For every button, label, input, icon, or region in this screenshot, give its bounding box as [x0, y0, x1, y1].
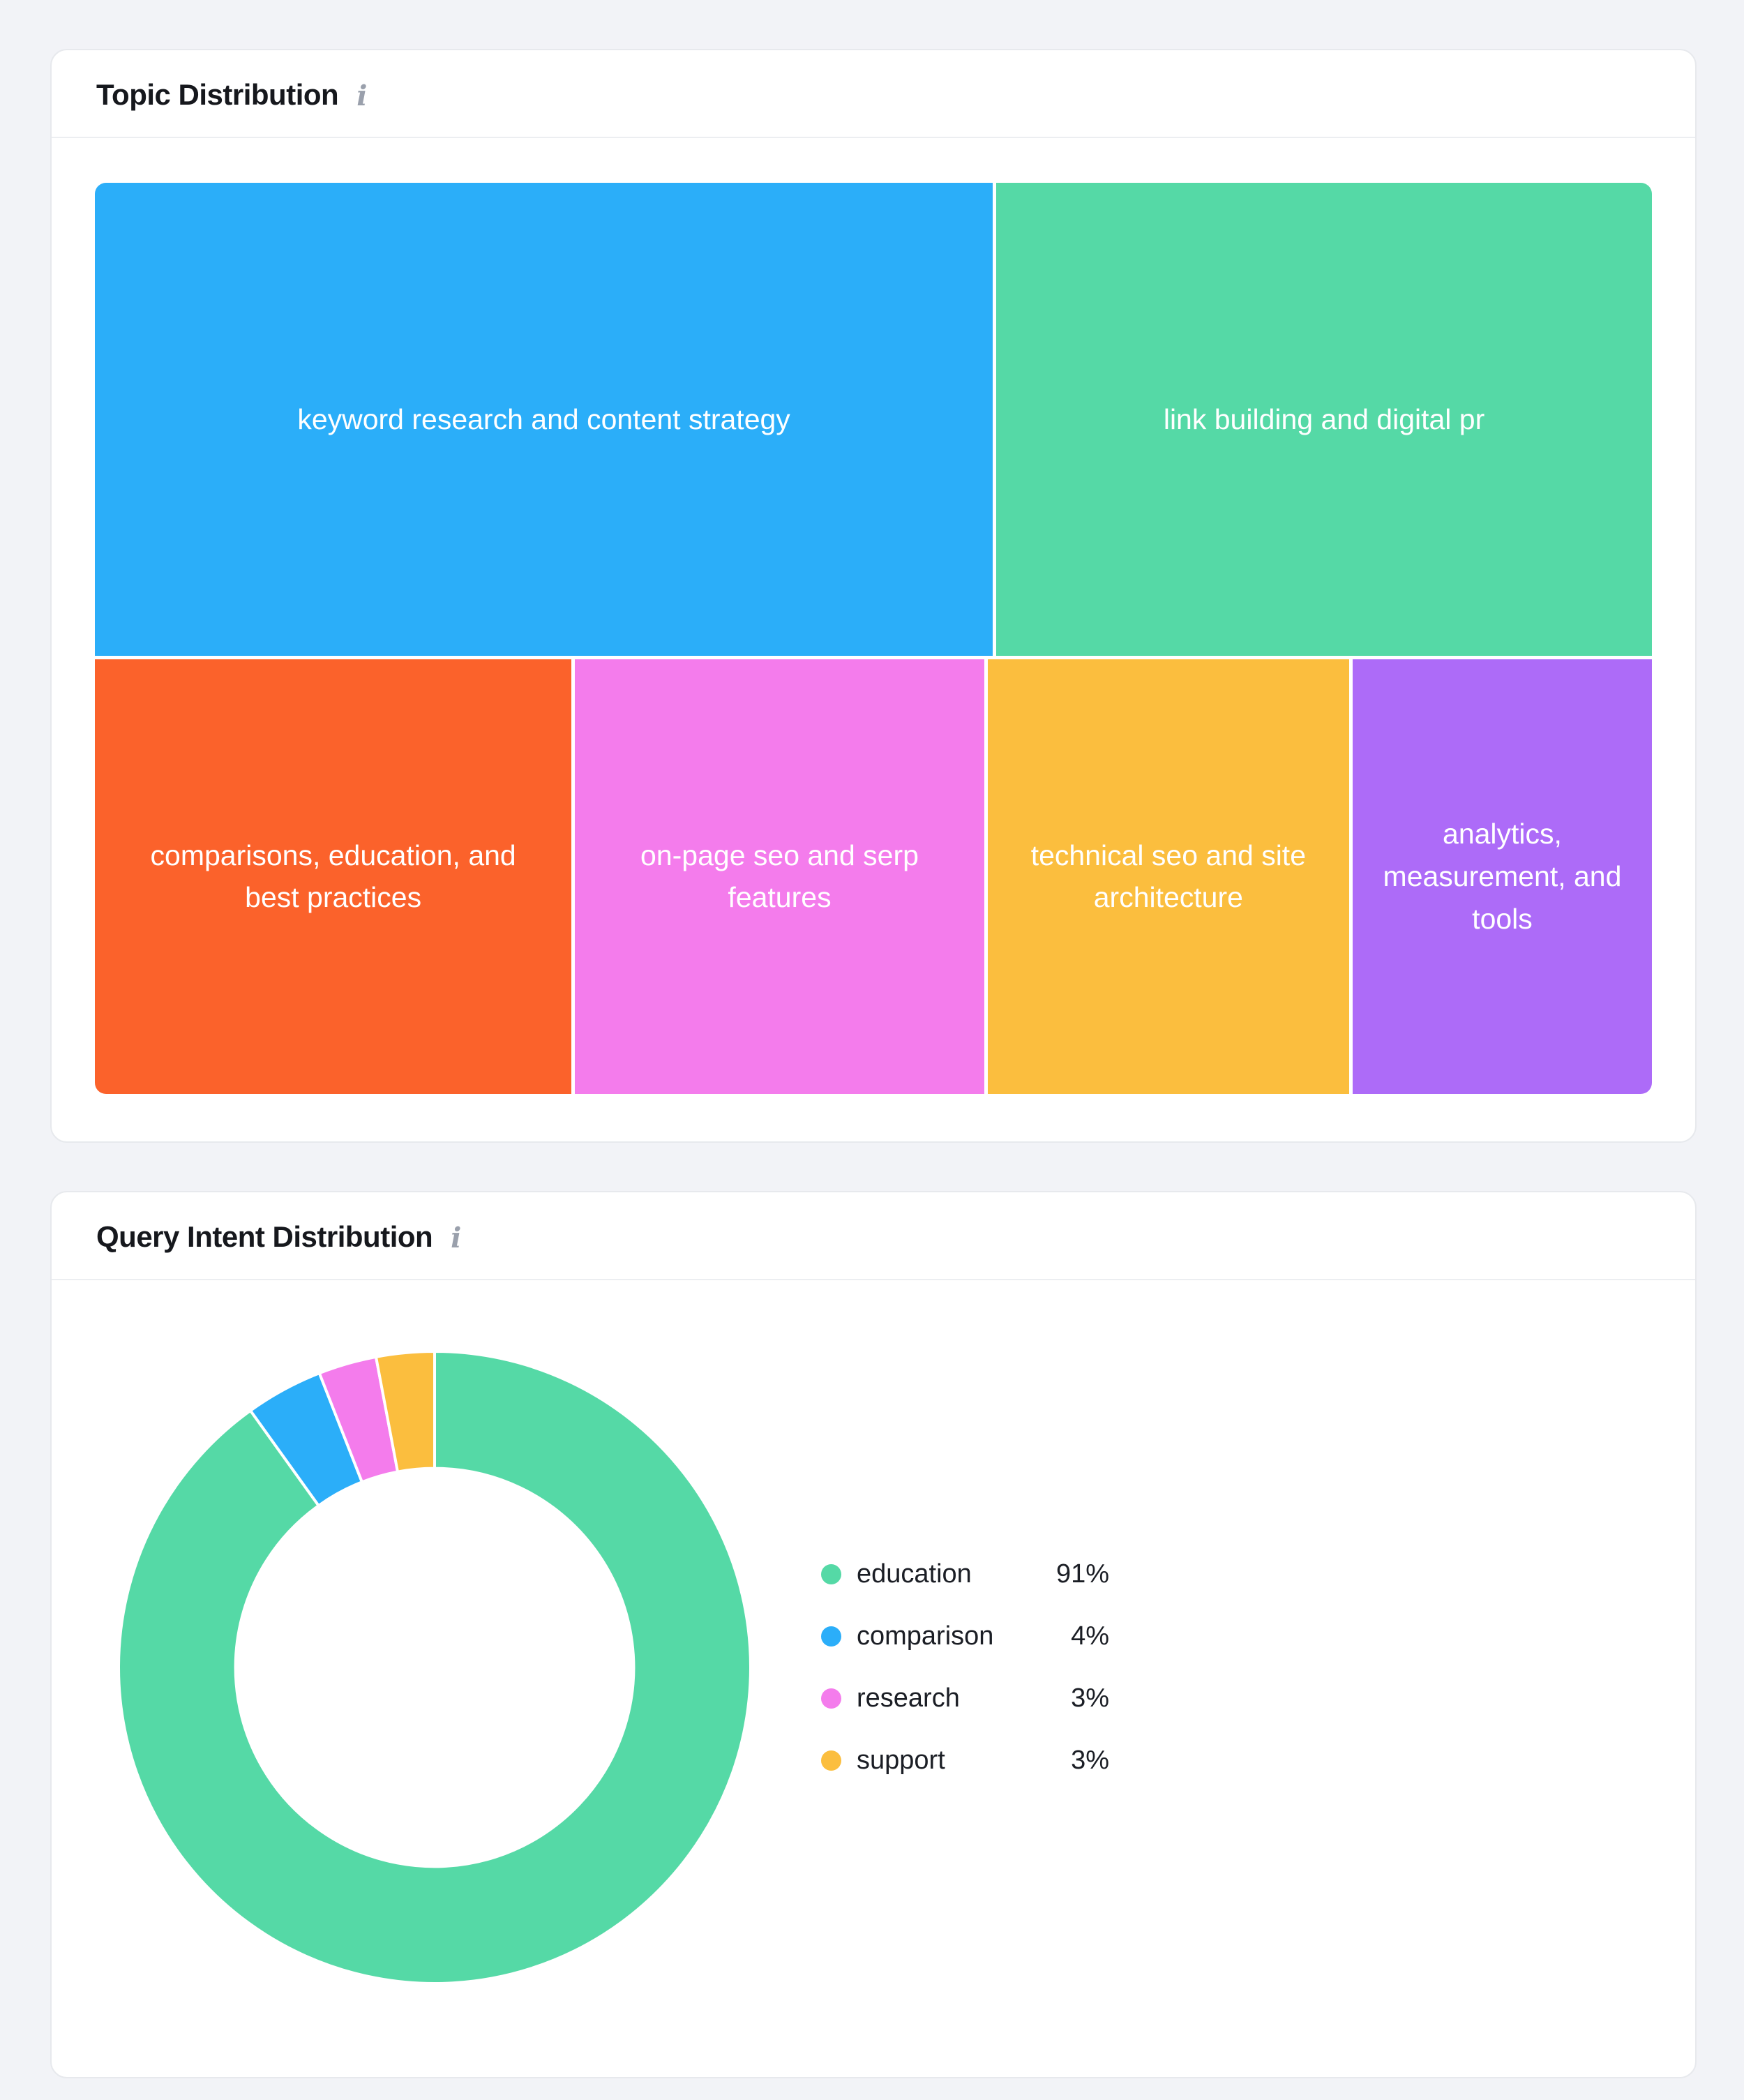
treemap-row-bottom: comparisons, education, and best practic… — [95, 659, 1652, 1094]
intent-legend: education 91% comparison 4% research 3% suppor… — [821, 1559, 1109, 1776]
legend-item-comparison[interactable]: comparison 4% — [821, 1621, 1109, 1651]
legend-label: comparison — [857, 1621, 994, 1651]
treemap-tile-keyword[interactable]: keyword research and content strategy — [95, 183, 993, 656]
treemap-tile-comparisons[interactable]: comparisons, education, and best practic… — [95, 659, 572, 1094]
legend-label: education — [857, 1559, 972, 1589]
page-title: Topic Distribution — [96, 78, 339, 111]
treemap-tile-label: keyword research and content strategy — [297, 403, 790, 435]
treemap-tile-label: technical seo and site architecture — [1030, 839, 1306, 914]
page-title: Query Intent Distribution — [96, 1220, 433, 1253]
treemap-tile-analytics[interactable]: analytics, measurement, and tools — [1352, 659, 1652, 1094]
treemap-tile-label: analytics, measurement, and tools — [1383, 818, 1622, 935]
intent-donut-chart — [117, 1350, 752, 1985]
topic-distribution-card: Topic Distribution i keyword research an… — [50, 49, 1697, 1143]
treemap-tile-link[interactable]: link building and digital pr — [996, 183, 1652, 656]
info-icon[interactable]: i — [451, 1222, 462, 1254]
topic-treemap: keyword research and content strategy lin… — [95, 183, 1652, 1094]
legend-label: support — [857, 1746, 945, 1775]
intent-donut-wrap — [117, 1350, 752, 1985]
legend-dot-icon — [821, 1688, 841, 1709]
legend-percent: 3% — [1071, 1746, 1109, 1775]
treemap-row-top: keyword research and content strategy lin… — [95, 183, 1652, 656]
legend-dot-icon — [821, 1564, 841, 1584]
legend-item-research[interactable]: research 3% — [821, 1683, 1109, 1713]
topic-card-header: Topic Distribution i — [52, 50, 1695, 138]
query-intent-card: Query Intent Distribution i education 91%… — [50, 1191, 1697, 2078]
topic-card-body: keyword research and content strategy lin… — [52, 138, 1695, 1141]
donut-slice-support[interactable] — [374, 1350, 436, 1473]
donut-slice-education[interactable] — [117, 1350, 752, 1985]
legend-label: research — [857, 1683, 960, 1713]
treemap-tile-technical[interactable]: technical seo and site architecture — [987, 659, 1349, 1094]
intent-card-header: Query Intent Distribution i — [52, 1192, 1695, 1280]
legend-percent: 91% — [1055, 1559, 1109, 1589]
treemap-tile-on-page[interactable]: on-page seo and serp features — [575, 659, 984, 1094]
legend-item-education[interactable]: education 91% — [821, 1559, 1109, 1589]
legend-dot-icon — [821, 1626, 841, 1647]
treemap-tile-label: link building and digital pr — [1163, 403, 1485, 435]
info-icon[interactable]: i — [356, 80, 368, 112]
intent-card-body: education 91% comparison 4% research 3% suppor… — [52, 1280, 1695, 2077]
treemap-tile-label: comparisons, education, and best practic… — [150, 839, 516, 914]
legend-percent: 4% — [1071, 1621, 1109, 1651]
legend-percent: 3% — [1071, 1683, 1109, 1713]
treemap-tile-label: on-page seo and serp features — [640, 839, 919, 914]
legend-dot-icon — [821, 1750, 841, 1771]
legend-item-support[interactable]: support 3% — [821, 1746, 1109, 1776]
